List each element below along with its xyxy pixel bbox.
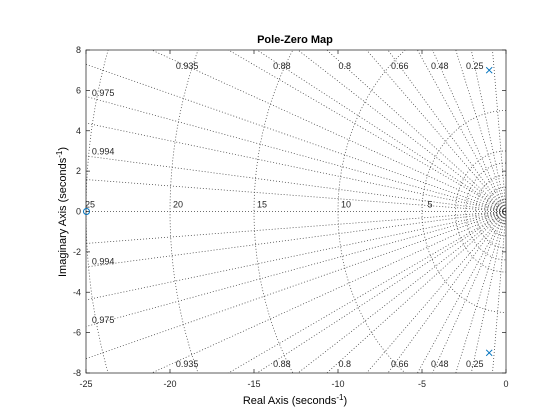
pole-marker: [485, 66, 493, 74]
damping-label-upper: 0.25: [466, 61, 484, 71]
damping-label-upper: 0.48: [431, 61, 449, 71]
damping-ray-upper: [150, 50, 506, 212]
x-tick-label: 0: [503, 379, 508, 389]
y-tick-label: -6: [73, 328, 81, 338]
y-axis-label-tail: ): [57, 147, 69, 151]
natural-frequency-arc: [169, 50, 199, 373]
damping-ray-lower: [86, 211, 506, 268]
frequency-label: 20: [173, 200, 183, 210]
damping-ray-lower: [432, 211, 506, 373]
damping-label-lower: 0.8: [338, 359, 351, 369]
damping-frequency-grid: [86, 50, 506, 373]
damping-ray-lower: [326, 211, 506, 373]
x-axis-label: Real Axis (seconds-1): [243, 393, 347, 407]
grid-ray-minor-upper: [297, 50, 506, 212]
frequency-label: 5: [427, 200, 432, 210]
damping-label-lower: 0.25: [466, 359, 484, 369]
grid-ray-minor-lower: [366, 211, 506, 373]
x-tick-label: -20: [163, 379, 176, 389]
damping-label-lower: 0.66: [391, 359, 409, 369]
x-tick-label: -10: [331, 379, 344, 389]
natural-frequency-arc: [421, 110, 506, 313]
damping-label-lower: 0.994: [92, 256, 115, 266]
damping-label-lower: 0.935: [176, 359, 199, 369]
y-tick-label: -2: [73, 247, 81, 257]
y-tick-label: -4: [73, 287, 81, 297]
chart-title: Pole-Zero Map: [257, 34, 333, 46]
grid-ray-minor-upper: [227, 50, 506, 212]
frequency-label: 10: [341, 200, 351, 210]
damping-ray-upper: [432, 50, 506, 212]
grid-ray-minor-lower: [455, 211, 506, 373]
y-tick-label: 0: [76, 207, 81, 217]
damping-ray-upper: [387, 50, 506, 212]
zero-marker: [83, 208, 90, 215]
y-tick-label: 4: [76, 126, 81, 136]
damping-ray-upper: [470, 50, 506, 212]
grid-labels: 0.25 0.25 0.48 0.48 0.66 0.66 0.8 0.8 0.88 0.88 0.…: [85, 61, 484, 369]
x-tick-label: -15: [247, 379, 260, 389]
grid-arc-minor: [475, 174, 506, 249]
damping-label-lower: 0.48: [431, 359, 449, 369]
natural-frequency-arc: [337, 50, 406, 373]
pole-zero-markers: [83, 66, 493, 357]
damping-label-upper: 0.975: [92, 88, 115, 98]
grid-ray-minor-upper: [86, 63, 506, 212]
y-tick-label: 8: [76, 45, 81, 55]
damping-ray-lower: [387, 211, 506, 373]
damping-ray-upper: [256, 50, 506, 212]
damping-label-lower: 0.975: [92, 315, 115, 325]
frequency-label: 25: [85, 200, 95, 210]
y-tick-label: -8: [73, 368, 81, 378]
damping-ray-upper: [86, 96, 506, 212]
grid-ray-minor-lower: [86, 211, 506, 244]
x-axis-label-exponent: -1: [336, 393, 344, 402]
y-tick-label: 2: [76, 166, 81, 176]
damping-label-upper: 0.994: [92, 147, 115, 157]
pole-stroke: [485, 349, 493, 357]
grid-ray-minor-upper: [455, 50, 506, 212]
grid-arc-minor: [455, 150, 506, 273]
y-axis-label-exponent: -1: [55, 150, 64, 158]
grid-ray-minor-upper: [417, 50, 506, 212]
pole-stroke: [485, 66, 493, 74]
x-tick-label: -25: [79, 379, 92, 389]
damping-label-upper: 0.8: [338, 61, 351, 71]
pole-marker: [485, 349, 493, 357]
grid-ray-minor-lower: [492, 211, 506, 373]
x-axis-label-text: Real Axis (seconds: [243, 395, 337, 407]
x-tick-label: -5: [418, 379, 426, 389]
grid-arc-minor: [465, 162, 506, 261]
damping-label-upper: 0.88: [273, 61, 291, 71]
frequency-label: 15: [257, 200, 267, 210]
y-tick-label: 6: [76, 85, 81, 95]
y-axis-label-text: Imaginary Axis (seconds: [57, 157, 69, 277]
grid-ray-minor-upper: [86, 179, 506, 212]
damping-ray-upper: [326, 50, 506, 212]
grid-ray-minor-lower: [417, 211, 506, 373]
grid-ray-minor-upper: [366, 50, 506, 212]
damping-label-upper: 0.935: [176, 61, 199, 71]
damping-ray-lower: [150, 211, 506, 373]
y-axis-label: Imaginary Axis (seconds-1): [55, 147, 69, 277]
damping-label-upper: 0.66: [391, 61, 409, 71]
damping-ray-lower: [256, 211, 506, 373]
damping-label-lower: 0.88: [273, 359, 291, 369]
x-axis-label-tail: ): [344, 395, 348, 407]
